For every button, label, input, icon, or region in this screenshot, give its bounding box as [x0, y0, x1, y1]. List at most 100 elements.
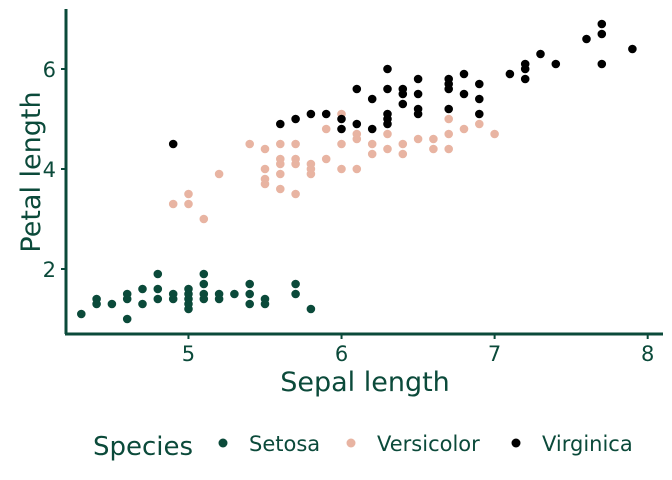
point-virginica-14	[383, 84, 392, 94]
point-versicolor-44	[490, 129, 499, 139]
y-tick-label-4: 4	[43, 158, 56, 182]
point-virginica-36	[536, 49, 545, 59]
point-versicolor-38	[429, 134, 438, 144]
legend-label-setosa: Setosa	[249, 432, 320, 456]
point-setosa-26	[245, 299, 254, 309]
point-setosa-8	[138, 284, 147, 294]
point-virginica-23	[444, 104, 454, 114]
point-setosa-9	[153, 294, 163, 304]
point-versicolor-22	[321, 154, 331, 164]
point-versicolor-27	[352, 164, 362, 174]
point-virginica-16	[398, 99, 408, 109]
point-versicolor-32	[383, 144, 392, 154]
point-versicolor-9	[260, 144, 270, 154]
point-versicolor-30	[367, 149, 377, 159]
point-versicolor-3	[199, 214, 209, 224]
point-virginica-26	[444, 74, 454, 84]
point-virginica-8	[352, 84, 362, 94]
x-axis-title: Sepal length	[280, 367, 450, 398]
point-setosa-10	[153, 284, 163, 294]
point-setosa-31	[291, 289, 300, 299]
point-versicolor-42	[459, 124, 469, 134]
point-versicolor-35	[398, 139, 408, 149]
point-virginica-5	[337, 124, 346, 134]
point-versicolor-24	[337, 164, 346, 174]
point-setosa-11	[153, 269, 163, 279]
point-versicolor-18	[291, 139, 300, 149]
point-setosa-25	[230, 289, 239, 299]
point-versicolor-17	[291, 154, 300, 164]
point-virginica-10	[367, 94, 377, 104]
point-versicolor-37	[429, 144, 438, 154]
point-virginica-21	[413, 89, 423, 99]
point-setosa-27	[245, 289, 254, 299]
legend-title: Species	[93, 432, 193, 462]
point-virginica-28	[459, 69, 469, 79]
point-virginica-38	[582, 34, 591, 44]
point-virginica-39	[597, 59, 607, 69]
point-setosa-33	[306, 304, 316, 314]
point-versicolor-29	[352, 129, 362, 139]
point-setosa-3	[107, 299, 117, 309]
point-versicolor-2	[184, 189, 193, 199]
y-tick-label-6: 6	[43, 58, 56, 82]
legend-key-setosa	[218, 438, 228, 448]
point-setosa-18	[184, 284, 193, 294]
legend-item-virginica: Virginica	[511, 432, 633, 456]
point-virginica-22	[413, 74, 423, 84]
point-virginica-13	[383, 109, 392, 119]
ticks-layer: 5 6 7 8 2 4 6	[43, 58, 655, 366]
point-setosa-24	[214, 289, 224, 299]
point-setosa-30	[260, 294, 270, 304]
point-setosa-13	[168, 289, 178, 299]
legend-item-setosa: Setosa	[218, 432, 320, 456]
point-versicolor-43	[475, 119, 484, 129]
point-virginica-32	[505, 69, 515, 79]
point-virginica-1	[276, 119, 285, 129]
point-virginica-37	[551, 59, 561, 69]
point-setosa-21	[199, 279, 209, 289]
point-versicolor-4	[214, 169, 224, 179]
point-versicolor-39	[444, 144, 454, 154]
point-versicolor-21	[306, 159, 316, 169]
legend-key-versicolor	[346, 438, 356, 448]
point-setosa-2	[92, 294, 101, 304]
point-setosa-7	[138, 299, 147, 309]
legend-label-versicolor: Versicolor	[377, 432, 480, 456]
legend-label-virginica: Virginica	[542, 432, 633, 456]
point-virginica-41	[597, 19, 607, 29]
legend-item-versicolor: Versicolor	[346, 432, 480, 456]
legend-key-virginica	[511, 438, 521, 448]
point-virginica-18	[398, 84, 408, 94]
x-tick-label-5: 5	[182, 342, 195, 366]
point-versicolor-36	[413, 134, 423, 144]
point-setosa-28	[245, 279, 254, 289]
point-versicolor-34	[398, 149, 408, 159]
point-setosa-0	[77, 309, 86, 319]
y-tick-label-2: 2	[43, 258, 56, 282]
point-versicolor-10	[276, 184, 285, 194]
point-virginica-20	[413, 104, 423, 114]
points-layer	[77, 19, 637, 324]
point-setosa-22	[199, 269, 209, 279]
point-versicolor-1	[184, 199, 193, 209]
point-versicolor-41	[444, 114, 454, 124]
point-versicolor-7	[260, 174, 270, 184]
point-virginica-15	[383, 64, 392, 74]
x-tick-label-8: 8	[641, 342, 654, 366]
point-virginica-3	[306, 109, 316, 119]
point-virginica-33	[520, 74, 530, 84]
point-versicolor-23	[321, 124, 331, 134]
point-versicolor-8	[260, 164, 270, 174]
point-versicolor-13	[276, 154, 285, 164]
point-setosa-6	[122, 289, 132, 299]
point-virginica-6	[337, 114, 346, 124]
point-virginica-2	[291, 114, 300, 124]
point-virginica-27	[459, 89, 469, 99]
point-versicolor-5	[245, 139, 254, 149]
point-virginica-31	[475, 79, 484, 89]
point-versicolor-33	[383, 129, 392, 139]
point-setosa-20	[199, 289, 209, 299]
point-virginica-7	[352, 119, 362, 129]
